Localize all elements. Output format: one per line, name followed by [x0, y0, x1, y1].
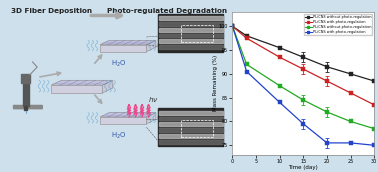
Bar [23, 83, 29, 106]
Bar [158, 117, 223, 120]
Line: PL/CNS with photo-regulation: PL/CNS with photo-regulation [231, 25, 376, 147]
Bar [158, 134, 223, 138]
Bar [24, 106, 28, 110]
PL/CNS without photo-regulation [372, 128, 376, 130]
PL/CNS with photo-regulation [325, 142, 329, 144]
Polygon shape [51, 80, 113, 85]
PL/CNS with photo-regulation [244, 37, 249, 39]
Text: $\mathsf{H_2O}$: $\mathsf{H_2O}$ [111, 131, 126, 141]
Line: PL/CNS with photo-regulation: PL/CNS with photo-regulation [231, 25, 376, 107]
Polygon shape [100, 40, 156, 45]
Bar [181, 120, 214, 137]
Bar [158, 14, 223, 52]
Bar [158, 45, 223, 49]
Bar [22, 74, 30, 83]
PL/CNS with photo-regulation [301, 68, 305, 70]
PL/CNS without photo-regulation [230, 25, 235, 27]
PL/CNS without photo-regulation [325, 66, 329, 68]
PL/CNS without photo-regulation [244, 35, 249, 37]
Bar [181, 25, 214, 42]
PL/CNS without photo-regulation [348, 73, 353, 75]
PL/CNS with photo-regulation [277, 56, 282, 58]
Bar [158, 111, 223, 115]
PL/CNS without photo-regulation [325, 111, 329, 113]
Text: $\mathsf{H_2O}$: $\mathsf{H_2O}$ [111, 58, 126, 69]
PL/CNS without photo-regulation [277, 47, 282, 49]
Line: PL/CNS without photo-regulation: PL/CNS without photo-regulation [231, 25, 376, 130]
PL/CNS with photo-regulation [348, 142, 353, 144]
PL/CNS with photo-regulation [244, 71, 249, 73]
PL/CNS with photo-regulation [348, 92, 353, 94]
PL/CNS with photo-regulation [372, 144, 376, 146]
FancyBboxPatch shape [14, 105, 42, 109]
PL/CNS with photo-regulation [372, 104, 376, 106]
PL/CNS without photo-regulation [301, 99, 305, 101]
Polygon shape [100, 45, 146, 52]
PL/CNS with photo-regulation [230, 25, 235, 27]
Bar [158, 16, 223, 20]
Line: PL/CNS without photo-regulation: PL/CNS without photo-regulation [231, 25, 376, 83]
PL/CNS without photo-regulation [301, 56, 305, 58]
PL/CNS without photo-regulation [244, 63, 249, 65]
Text: Photo-regulated Degradation: Photo-regulated Degradation [107, 8, 228, 14]
PL/CNS without photo-regulation [348, 120, 353, 122]
PL/CNS with photo-regulation [301, 123, 305, 125]
Bar [158, 108, 223, 146]
PL/CNS without photo-regulation [372, 80, 376, 82]
Bar [158, 39, 223, 43]
Polygon shape [102, 80, 113, 93]
Polygon shape [51, 85, 102, 93]
Bar [158, 28, 223, 31]
Text: 3D Fiber Deposition: 3D Fiber Deposition [11, 8, 92, 14]
PL/CNS without photo-regulation [230, 25, 235, 27]
Bar [158, 22, 223, 26]
Polygon shape [146, 40, 156, 52]
Bar [158, 140, 223, 144]
PL/CNS with photo-regulation [325, 80, 329, 82]
X-axis label: Time (day): Time (day) [288, 165, 318, 170]
PL/CNS with photo-regulation [230, 25, 235, 27]
Polygon shape [100, 117, 146, 124]
Bar [158, 34, 223, 37]
Bar [158, 128, 223, 132]
Polygon shape [146, 113, 156, 124]
Bar [158, 122, 223, 126]
Legend: PL/CNS without photo-regulation, PL/CNS with photo-regulation, PL/CNS without ph: PL/CNS without photo-regulation, PL/CNS … [304, 14, 372, 35]
Text: $h\nu$: $h\nu$ [148, 95, 158, 104]
PL/CNS without photo-regulation [277, 85, 282, 87]
PL/CNS with photo-regulation [277, 101, 282, 104]
Y-axis label: Mass Remaining (%): Mass Remaining (%) [212, 55, 218, 111]
Polygon shape [100, 113, 156, 117]
